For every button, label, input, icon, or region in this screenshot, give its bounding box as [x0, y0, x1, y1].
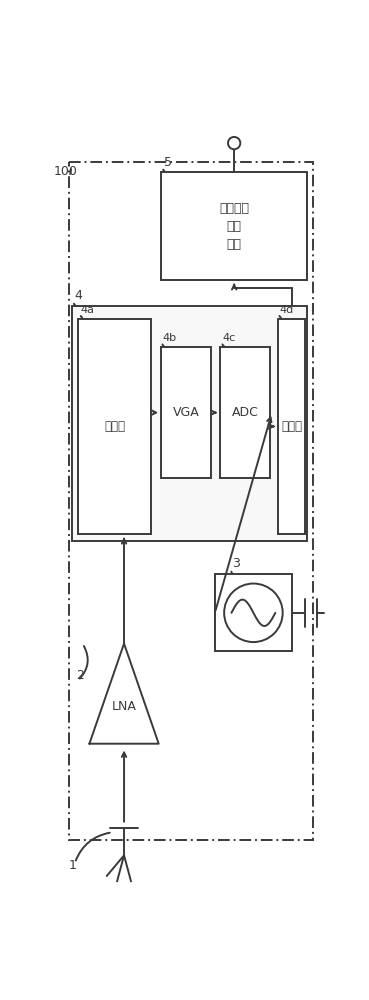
Bar: [78, 319, 151, 534]
Bar: [161, 347, 211, 478]
Text: 4b: 4b: [163, 333, 177, 343]
Bar: [161, 172, 307, 280]
Text: 输出信号
处理
电路: 输出信号 处理 电路: [219, 202, 249, 251]
Text: 4a: 4a: [81, 305, 95, 315]
Circle shape: [228, 137, 240, 149]
Text: 4d: 4d: [280, 305, 294, 315]
Text: 1: 1: [69, 859, 76, 872]
Text: 混合器: 混合器: [104, 420, 125, 433]
Text: LNA: LNA: [111, 700, 137, 713]
Text: ADC: ADC: [232, 406, 259, 419]
Text: 3: 3: [232, 557, 240, 570]
Text: 4: 4: [75, 289, 83, 302]
Bar: [69, 162, 314, 840]
Bar: [72, 306, 307, 541]
Text: 100: 100: [53, 165, 77, 178]
Bar: [220, 347, 270, 478]
Text: 5: 5: [164, 156, 172, 169]
Bar: [278, 319, 305, 534]
Bar: [215, 574, 292, 651]
Text: 2: 2: [76, 669, 84, 682]
Text: VGA: VGA: [173, 406, 199, 419]
Text: 4c: 4c: [223, 333, 236, 343]
Text: 解调部: 解调部: [281, 420, 302, 433]
